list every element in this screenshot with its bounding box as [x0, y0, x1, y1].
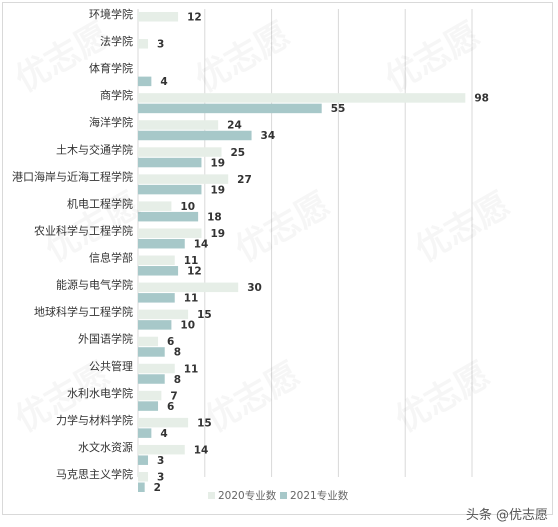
data-label: 3: [157, 39, 164, 51]
data-label: 15: [197, 417, 212, 429]
bar-2020: [138, 390, 162, 401]
bar-2021: [138, 184, 202, 195]
legend-label-2020: 2020专业数: [218, 489, 277, 502]
data-label: 2: [154, 482, 161, 494]
bar-2020: [138, 336, 159, 347]
bar-2020: [138, 12, 179, 22]
bar-2021: [138, 455, 149, 465]
data-label: 11: [184, 363, 199, 375]
chart-frame: 环境学院 12 法学院 3 体育学院 4 商学院 98 55 海洋学院 24 34 土木与交通学院 25 1…: [2, 2, 553, 515]
bar-2020: [138, 201, 172, 211]
data-label: 25: [231, 147, 246, 159]
category-label: 力学与材料学院: [56, 413, 133, 427]
bar-2021: [138, 320, 172, 330]
data-label: 10: [180, 201, 195, 213]
data-label: 14: [194, 238, 209, 250]
category-label: 法学院: [100, 34, 133, 48]
bar-2020: [138, 363, 175, 374]
bar-2020: [138, 472, 149, 482]
category-label: 农业科学与工程学院: [34, 223, 133, 237]
bar-2020: [138, 309, 189, 320]
data-label: 14: [194, 444, 209, 456]
data-label: 8: [174, 347, 181, 359]
bar-2020: [138, 228, 202, 238]
data-label: 24: [227, 120, 242, 132]
data-label: 55: [331, 103, 346, 115]
category-label: 土木与交通学院: [56, 142, 133, 156]
bar-2021: [138, 103, 322, 114]
bar-2021: [138, 293, 175, 303]
data-label: 27: [237, 174, 252, 186]
bar-2021: [138, 482, 145, 492]
legend-swatch-2020: [208, 492, 215, 499]
category-label: 商学院: [100, 88, 133, 102]
data-label: 11: [184, 293, 199, 305]
bar-2021: [138, 266, 179, 276]
category-label: 水文水资源: [78, 440, 133, 454]
data-label: 15: [197, 309, 212, 321]
legend-swatch-2021: [280, 492, 287, 499]
category-label: 机电工程学院: [67, 196, 133, 210]
data-label: 4: [160, 76, 167, 88]
category-label: 能源与电气学院: [56, 278, 133, 292]
bar-2020: [138, 444, 185, 455]
data-label: 19: [210, 184, 225, 196]
data-label: 19: [210, 157, 225, 169]
bar-2020: [138, 147, 222, 157]
bar-2021: [138, 211, 199, 222]
data-label: 30: [247, 282, 262, 294]
category-label: 外国语学院: [78, 332, 133, 346]
bar-2021: [138, 401, 159, 411]
data-label: 3: [157, 455, 164, 467]
data-label: 11: [184, 255, 199, 267]
data-label: 10: [180, 320, 195, 332]
bar-2021: [138, 130, 252, 141]
bar-2020: [138, 417, 189, 428]
bar-2020: [138, 255, 175, 266]
data-label: 12: [187, 266, 202, 278]
data-label: 6: [167, 336, 174, 348]
data-label: 98: [474, 93, 489, 105]
legend-label-2021: 2021专业数: [290, 489, 349, 502]
data-label: 19: [210, 228, 225, 240]
data-label: 18: [207, 211, 222, 223]
data-label: 34: [261, 130, 276, 142]
data-label: 4: [160, 428, 167, 440]
bar-2020: [138, 39, 149, 49]
bar-2020: [138, 174, 229, 184]
bar-2021: [138, 238, 185, 249]
bar-2021: [138, 428, 152, 438]
data-label: 7: [170, 390, 177, 402]
data-label: 12: [187, 12, 202, 24]
category-label: 地球科学与工程学院: [34, 305, 133, 319]
category-label: 马克思主义学院: [56, 467, 133, 481]
data-label: 3: [157, 472, 164, 484]
category-label: 海洋学院: [89, 115, 133, 129]
bar-2020: [138, 93, 466, 103]
category-label: 信息学部: [89, 251, 133, 265]
bar-2021: [138, 374, 165, 384]
category-label: 水利水电学院: [67, 386, 133, 400]
brand-signature: 头条 @优志愿: [465, 508, 548, 523]
category-label: 港口海岸与近海工程学院: [12, 169, 133, 183]
bar-2020: [138, 282, 239, 293]
bar-2020: [138, 120, 219, 130]
category-label: 环境学院: [89, 7, 133, 21]
category-label: 公共管理: [89, 359, 133, 373]
bar-2021: [138, 76, 152, 87]
data-label: 6: [167, 401, 174, 413]
bar-2021: [138, 347, 165, 357]
bar-2021: [138, 157, 202, 168]
category-label: 体育学院: [89, 61, 133, 75]
data-label: 8: [174, 374, 181, 386]
